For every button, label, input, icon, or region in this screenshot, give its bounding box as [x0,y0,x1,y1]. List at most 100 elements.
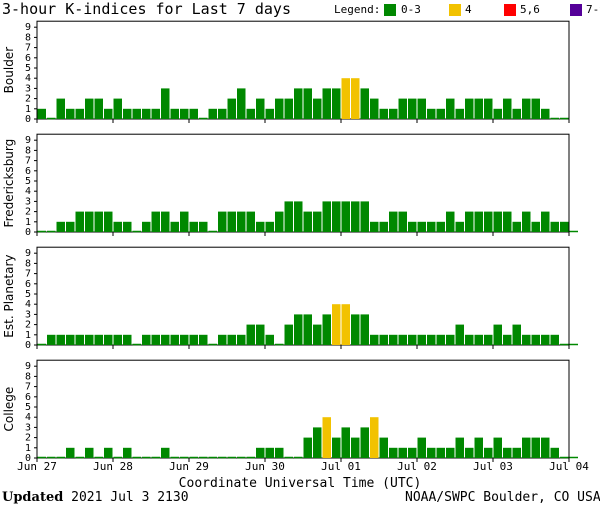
k-index-bar [123,108,132,119]
y-tick-label: 9 [25,135,31,146]
k-index-bar [218,334,227,345]
k-index-bar [123,447,132,458]
k-index-bar [351,201,360,232]
k-index-bar [189,221,198,232]
y-tick-label: 4 [25,299,31,310]
x-tick-label: Jun 27 [17,460,57,473]
k-index-bar [227,98,236,119]
k-index-bar [218,211,227,232]
k-index-bar [332,201,341,232]
k-index-bar [208,108,217,119]
k-index-bar [104,211,113,232]
k-index-bar [541,437,550,458]
k-index-bar [85,447,94,458]
k-index-bar [294,88,303,119]
chart-title: 3-hour K-indices for Last 7 days [2,0,291,18]
panel-label: Est. Planetary [2,255,16,338]
panel-label: Boulder [2,47,16,94]
k-index-bar [512,108,521,119]
k-index-bar [66,334,75,345]
panel-frame [36,20,570,120]
k-index-bar [113,334,122,345]
y-tick-label: 3 [25,83,31,94]
k-index-bar [218,108,227,119]
k-index-bar [341,201,350,232]
k-index-bar [455,221,464,232]
y-tick-label: 1 [25,217,31,228]
k-index-bar [246,108,255,119]
y-tick-label: 8 [25,32,31,43]
k-index-bar [113,221,122,232]
y-tick-label: 6 [25,166,31,177]
x-tick-label: Jul 01 [321,460,361,473]
x-tick-label: Jul 03 [473,460,513,473]
x-axis-title: Coordinate Universal Time (UTC) [178,476,422,491]
k-index-bar [427,334,436,345]
k-index-bar [104,108,113,119]
k-index-bar [170,221,179,232]
y-tick-label: 5 [25,176,31,187]
k-index-bar [389,334,398,345]
y-tick-label: 3 [25,196,31,207]
k-index-bar [256,221,265,232]
k-index-bar [170,108,179,119]
k-index-bar [123,221,132,232]
y-tick-label: 0 [25,114,31,125]
k-index-bar [294,201,303,232]
y-tick-label: 4 [25,412,31,423]
k-index-bar [75,108,84,119]
k-index-bar [474,334,483,345]
k-index-bar [417,98,426,119]
y-tick-label: 7 [25,156,31,167]
k-index-bar [446,211,455,232]
k-index-bar [332,304,341,345]
k-index-bar [370,221,379,232]
k-index-bar [227,211,236,232]
y-tick-label: 6 [25,279,31,290]
y-tick-label: 3 [25,309,31,320]
k-index-bar [284,201,293,232]
k-index-bar [246,211,255,232]
x-tick-label: Jun 30 [245,460,285,473]
k-index-bar [474,98,483,119]
y-tick-label: 9 [25,361,31,372]
x-tick-label: Jul 02 [397,460,437,473]
panel-frame [36,246,570,346]
y-tick-label: 2 [25,207,31,218]
y-tick-label: 1 [25,443,31,454]
k-index-bar [550,447,559,458]
k-index-bar [351,314,360,345]
k-index-bar [151,211,160,232]
k-index-bar [550,334,559,345]
k-index-bar [246,324,255,345]
k-index-bar [237,211,246,232]
k-index-bar [550,221,559,232]
k-index-bar [275,98,284,119]
k-index-bar [389,211,398,232]
k-index-bar [455,108,464,119]
k-index-bar [427,447,436,458]
k-index-bar [522,211,531,232]
k-index-bar [351,437,360,458]
source-credit: NOAA/SWPC Boulder, CO USA [405,490,600,505]
k-index-bar [522,98,531,119]
y-tick-label: 2 [25,94,31,105]
k-index-bar [322,314,331,345]
y-tick-label: 8 [25,258,31,269]
k-index-bar [512,447,521,458]
k-index-bar [151,108,160,119]
panel-frame [36,133,570,233]
k-index-bar [436,108,445,119]
k-index-bar [474,211,483,232]
k-index-bar [322,88,331,119]
k-index-bar [389,108,398,119]
k-index-bar [531,437,540,458]
k-index-bar [503,211,512,232]
legend-swatch-0-3 [384,4,396,16]
k-index-bar [465,334,474,345]
k-index-bar [341,304,350,345]
k-index-bar [408,98,417,119]
k-index-bar [370,98,379,119]
k-index-bar [379,221,388,232]
k-index-bar [370,334,379,345]
